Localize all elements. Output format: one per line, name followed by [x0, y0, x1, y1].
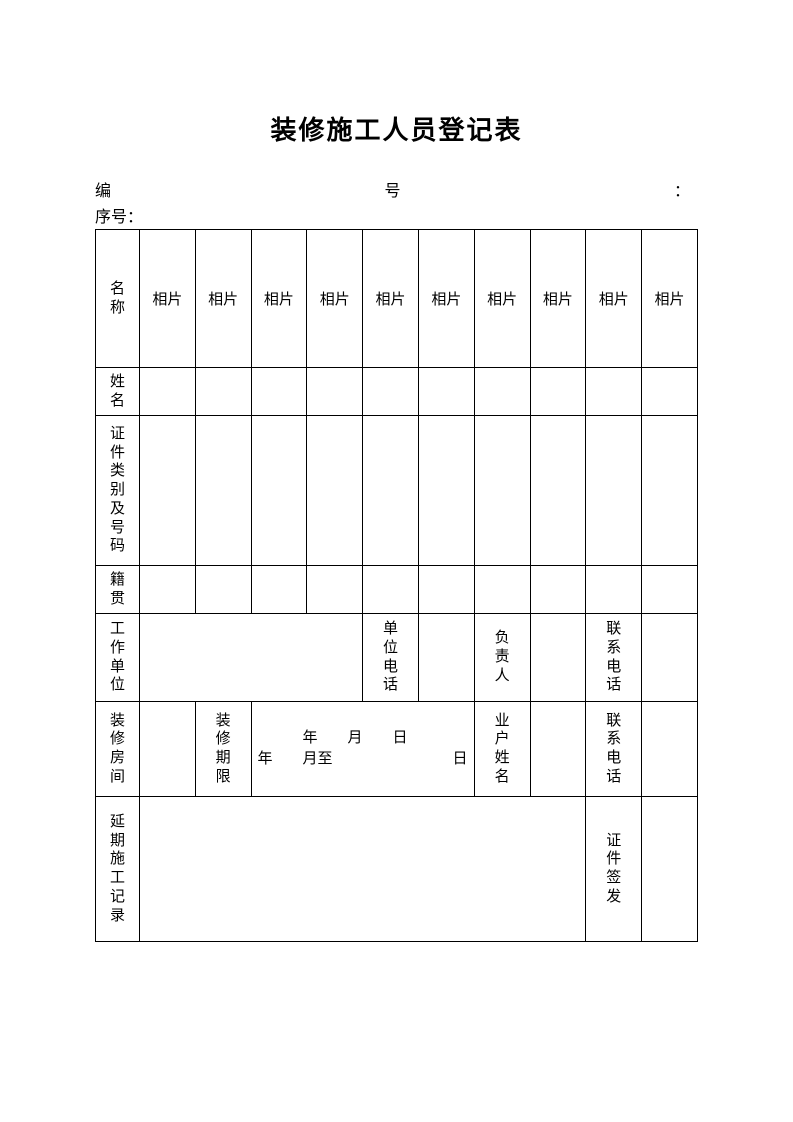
id-cell-2: [195, 416, 251, 566]
photo-cell-4: 相片: [307, 230, 363, 368]
photo-cell-7: 相片: [474, 230, 530, 368]
photo-cell-8: 相片: [530, 230, 586, 368]
label-name: 名称: [96, 230, 140, 368]
fullname-cell-2: [195, 368, 251, 416]
label-fullname: 姓名: [96, 368, 140, 416]
label-owner-name: 业户姓名: [474, 702, 530, 797]
owner-name-value: [530, 702, 586, 797]
doc-number-line: 编 号 ：: [95, 177, 698, 201]
label-period: 装修期限: [195, 702, 251, 797]
fullname-cell-1: [139, 368, 195, 416]
unit-phone-value: [418, 614, 474, 702]
photo-cell-5: 相片: [363, 230, 419, 368]
doc-number-left: 编: [95, 177, 111, 201]
fullname-cell-8: [530, 368, 586, 416]
label-contact-phone: 联系电话: [586, 614, 642, 702]
label-native-place: 籍贯: [96, 566, 140, 614]
work-unit-value: [139, 614, 362, 702]
native-cell-9: [586, 566, 642, 614]
fullname-cell-4: [307, 368, 363, 416]
native-cell-3: [251, 566, 307, 614]
photo-cell-3: 相片: [251, 230, 307, 368]
native-cell-4: [307, 566, 363, 614]
label-room: 装修房间: [96, 702, 140, 797]
doc-number-mid: 号: [111, 177, 674, 201]
id-cell-5: [363, 416, 419, 566]
photo-cell-2: 相片: [195, 230, 251, 368]
fullname-cell-7: [474, 368, 530, 416]
id-cell-4: [307, 416, 363, 566]
registration-table: 名称 相片 相片 相片 相片 相片 相片 相片 相片 相片 相片 姓名 证件类别…: [95, 229, 698, 942]
serial-number-line: 序号：: [95, 203, 698, 227]
native-cell-8: [530, 566, 586, 614]
photo-cell-9: 相片: [586, 230, 642, 368]
photo-cell-10: 相片: [642, 230, 698, 368]
fullname-cell-6: [418, 368, 474, 416]
label-work-unit: 工作单位: [96, 614, 140, 702]
label-responsible: 负责人: [474, 614, 530, 702]
label-id-type: 证件类别及号码: [96, 416, 140, 566]
id-cell-8: [530, 416, 586, 566]
fullname-cell-9: [586, 368, 642, 416]
native-cell-5: [363, 566, 419, 614]
label-contact-phone-2: 联系电话: [586, 702, 642, 797]
label-cert-issue: 证件签发: [586, 797, 642, 942]
id-cell-3: [251, 416, 307, 566]
id-cell-6: [418, 416, 474, 566]
contact-phone-value: [642, 614, 698, 702]
native-cell-10: [642, 566, 698, 614]
fullname-cell-5: [363, 368, 419, 416]
id-cell-7: [474, 416, 530, 566]
photo-cell-1: 相片: [139, 230, 195, 368]
doc-number-colon: ：: [674, 177, 698, 201]
responsible-value: [530, 614, 586, 702]
native-cell-2: [195, 566, 251, 614]
native-cell-7: [474, 566, 530, 614]
fullname-cell-10: [642, 368, 698, 416]
cert-issue-value: [642, 797, 698, 942]
period-date-value: 年 月 日 年 月至 日: [251, 702, 474, 797]
label-delay-record: 延期施工记录: [96, 797, 140, 942]
id-cell-1: [139, 416, 195, 566]
fullname-cell-3: [251, 368, 307, 416]
native-cell-1: [139, 566, 195, 614]
id-cell-9: [586, 416, 642, 566]
label-unit-phone: 单位电话: [363, 614, 419, 702]
page-title: 装修施工人员登记表: [95, 110, 698, 147]
delay-record-value: [139, 797, 585, 942]
photo-cell-6: 相片: [418, 230, 474, 368]
room-value: [139, 702, 195, 797]
id-cell-10: [642, 416, 698, 566]
native-cell-6: [418, 566, 474, 614]
contact-phone-value-2: [642, 702, 698, 797]
